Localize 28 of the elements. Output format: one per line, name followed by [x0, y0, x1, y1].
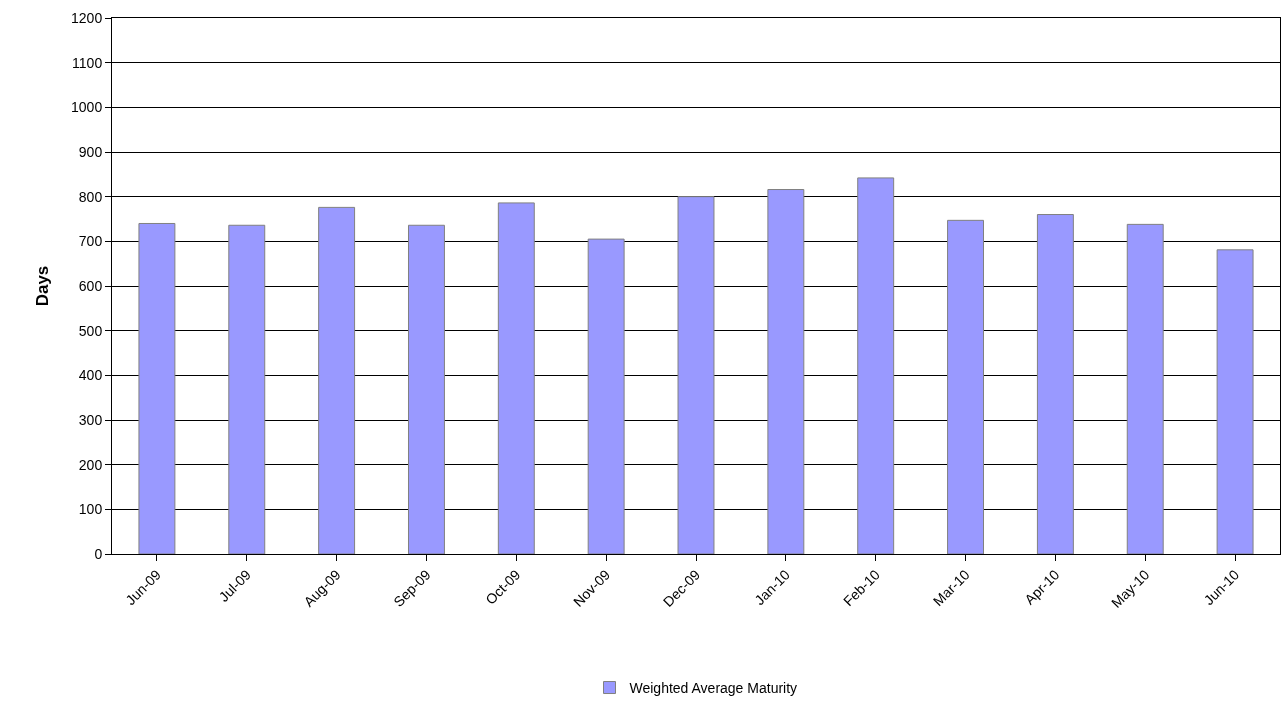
- bar: [1126, 223, 1164, 554]
- y-tick-label: 900: [78, 143, 103, 160]
- y-tick-label: 1000: [71, 99, 103, 116]
- bar: [138, 222, 176, 554]
- y-tick-label: 100: [78, 501, 103, 518]
- bar: [228, 224, 266, 554]
- bar: [497, 202, 535, 554]
- bar: [407, 224, 445, 554]
- bar: [947, 219, 985, 554]
- bar: [1216, 249, 1254, 554]
- y-tick-label: 1200: [71, 9, 103, 26]
- bar: [318, 206, 356, 554]
- y-tick-label: 800: [78, 188, 103, 205]
- bar: [767, 189, 805, 554]
- y-tick-label: 400: [78, 367, 103, 384]
- y-tick-label: 700: [78, 233, 103, 250]
- y-tick-label: 600: [78, 277, 103, 294]
- bar: [587, 238, 625, 554]
- bar: [1036, 214, 1074, 554]
- bar: [677, 196, 715, 554]
- y-tick-label: 200: [78, 456, 103, 473]
- y-tick-label: 300: [78, 411, 103, 428]
- y-tick-label: 0: [94, 545, 103, 562]
- y-tick-label: 1100: [72, 54, 103, 71]
- y-tick-label: 500: [78, 322, 103, 339]
- bar: [857, 177, 895, 554]
- legend-label: Weighted Average Maturity: [629, 679, 798, 696]
- y-axis-title: Days: [32, 265, 52, 307]
